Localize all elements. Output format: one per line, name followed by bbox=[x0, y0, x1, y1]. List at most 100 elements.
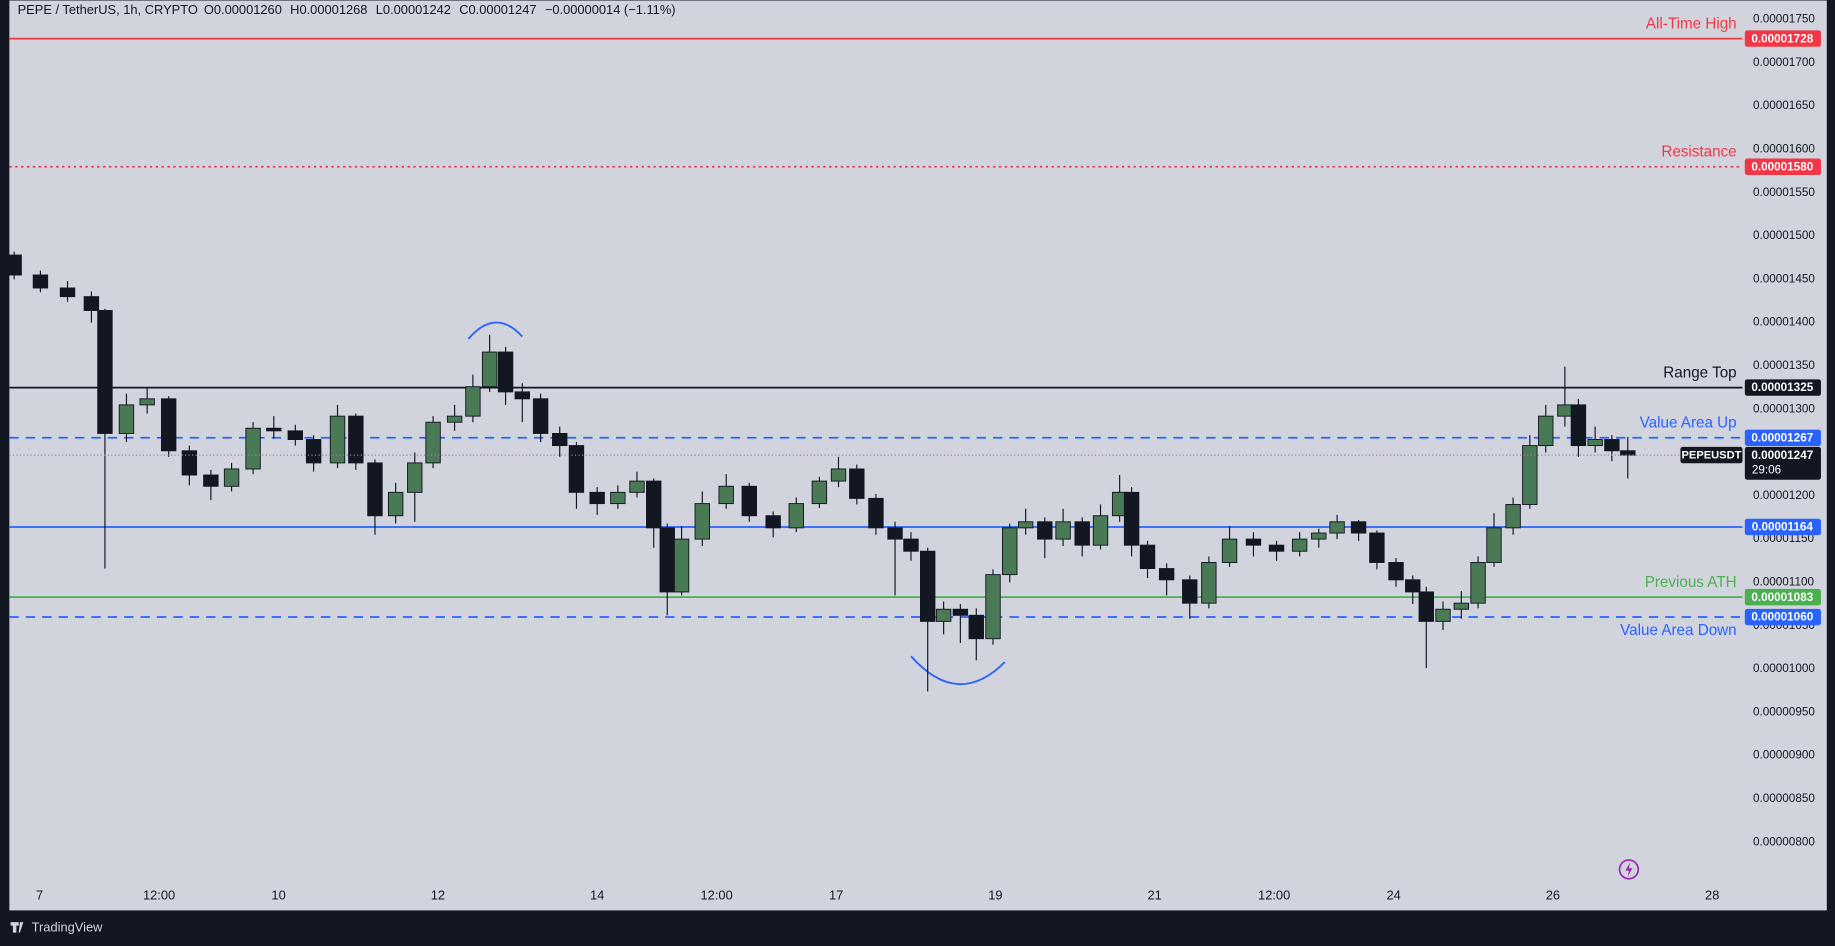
candle-body bbox=[849, 468, 865, 499]
x-tick-label: 12 bbox=[431, 888, 445, 903]
candle-body bbox=[367, 462, 383, 517]
x-tick-label: 28 bbox=[1705, 888, 1719, 903]
candle-body bbox=[1570, 404, 1587, 447]
candle-body bbox=[673, 538, 690, 593]
candle-body bbox=[1055, 521, 1071, 540]
candle-body bbox=[497, 351, 514, 393]
candle-body bbox=[868, 497, 884, 529]
last-price: 0.00001247 bbox=[1751, 449, 1813, 462]
ohlc-value: 0.00001260 bbox=[214, 2, 282, 17]
candle-body bbox=[514, 391, 530, 400]
ohlc-value: 0.00001247 bbox=[469, 2, 537, 17]
level-price-box bbox=[1744, 30, 1821, 47]
ohlc-value: 0.00001242 bbox=[383, 2, 451, 17]
y-tick-label: 0.00001750 bbox=[1753, 13, 1815, 26]
candle-body bbox=[1329, 521, 1345, 534]
countdown: 29:06 bbox=[1752, 463, 1781, 476]
candle-body bbox=[1123, 491, 1140, 546]
candle-body bbox=[1369, 532, 1385, 563]
candle-body bbox=[223, 468, 240, 487]
candle-body bbox=[532, 398, 549, 434]
level-price-box bbox=[1744, 518, 1821, 536]
candle-body bbox=[1418, 591, 1434, 622]
candle-body bbox=[348, 415, 364, 464]
candle-body bbox=[266, 427, 282, 432]
logo bbox=[10, 922, 24, 933]
y-tick-label: 0.00001000 bbox=[1753, 662, 1815, 675]
candle-body bbox=[646, 480, 662, 529]
bottom-arc bbox=[910, 655, 1006, 686]
y-tick-label: 0.00000900 bbox=[1753, 749, 1815, 762]
candle-body bbox=[160, 398, 177, 452]
candle-body bbox=[1604, 439, 1620, 452]
candle-body bbox=[181, 450, 198, 476]
level-price: 0.00001580 bbox=[1751, 160, 1813, 173]
y-tick-label: 0.00001500 bbox=[1753, 229, 1815, 242]
last-price-box bbox=[1744, 446, 1821, 480]
candle-body bbox=[203, 474, 219, 487]
candle-body bbox=[97, 310, 113, 434]
candle-body bbox=[765, 515, 781, 529]
candle-body bbox=[1291, 538, 1308, 552]
candle-body bbox=[952, 608, 969, 616]
last-price-name-box bbox=[1680, 446, 1743, 464]
y-tick-label: 0.00001100 bbox=[1753, 575, 1814, 588]
candle-body bbox=[139, 398, 155, 406]
candle-body bbox=[1538, 415, 1554, 447]
y-tick-label: 0.00001700 bbox=[1753, 56, 1815, 69]
candle-body bbox=[425, 421, 441, 464]
candle-body bbox=[610, 491, 626, 505]
level-price-box bbox=[1744, 429, 1821, 446]
level-price: 0.00001325 bbox=[1751, 381, 1813, 394]
candle-body bbox=[589, 491, 605, 505]
candle-body bbox=[1505, 503, 1521, 529]
candle-body bbox=[32, 274, 49, 289]
level-name: Range Top bbox=[1663, 365, 1736, 382]
level-price: 0.00001728 bbox=[1751, 32, 1813, 45]
ohlc-key: C bbox=[459, 2, 468, 17]
candle-body bbox=[287, 430, 303, 440]
x-tick-label: 14 bbox=[590, 888, 604, 903]
candle-body bbox=[830, 468, 847, 482]
x-tick-label: 26 bbox=[1546, 888, 1560, 903]
candle-body bbox=[465, 386, 481, 417]
candle-body bbox=[1470, 562, 1486, 604]
candle-body bbox=[788, 503, 804, 529]
footer: TradingView bbox=[10, 919, 103, 934]
level-name: Value Area Down bbox=[1620, 622, 1736, 639]
candle-body bbox=[1557, 404, 1573, 417]
candle-body bbox=[59, 287, 76, 298]
candle-body bbox=[1405, 579, 1421, 593]
candle-body bbox=[1017, 521, 1034, 529]
level-price-box bbox=[1744, 608, 1821, 626]
alert-icon[interactable] bbox=[1618, 859, 1640, 880]
ohlc-key: O bbox=[204, 2, 214, 17]
candle-body bbox=[1620, 450, 1636, 456]
candle-body bbox=[1092, 515, 1109, 546]
x-tick-label: 24 bbox=[1386, 888, 1400, 903]
alert-bolt bbox=[1625, 862, 1633, 877]
level-price: 0.00001267 bbox=[1751, 431, 1813, 444]
y-tick-label: 0.00000950 bbox=[1753, 705, 1815, 718]
y-tick-label: 0.00001450 bbox=[1753, 272, 1815, 285]
candle-body bbox=[1221, 538, 1238, 563]
candle-body bbox=[1201, 562, 1217, 604]
ohlc-key: H bbox=[290, 2, 299, 17]
level-price: 0.00001164 bbox=[1752, 521, 1814, 534]
candle-body bbox=[694, 503, 710, 540]
candle-body bbox=[903, 538, 919, 552]
candle-body bbox=[1074, 521, 1090, 546]
candle-body bbox=[1158, 568, 1175, 581]
candle-body bbox=[1587, 439, 1603, 447]
candle-body bbox=[985, 574, 1001, 640]
candle-body bbox=[6, 254, 22, 276]
header: PEPE / TetherUS, 1h, CRYPTO O0.00001260 … bbox=[18, 2, 676, 17]
candle-body bbox=[811, 480, 828, 505]
alert-ring bbox=[1618, 859, 1640, 880]
x-tick-label: 19 bbox=[988, 888, 1002, 903]
level-price-box bbox=[1744, 158, 1821, 175]
candle-body bbox=[1311, 532, 1327, 540]
candle-body bbox=[920, 550, 936, 622]
level-price-box bbox=[1744, 379, 1821, 396]
